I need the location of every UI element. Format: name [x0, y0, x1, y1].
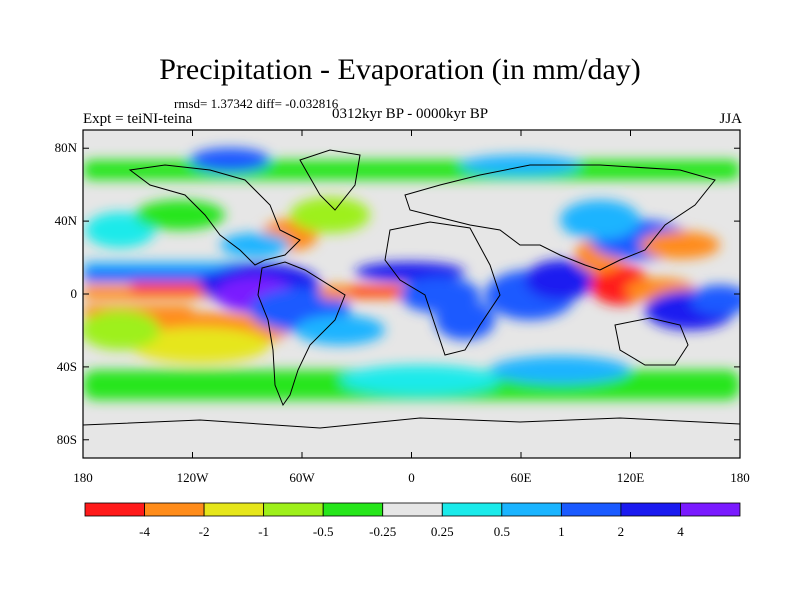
y-tick-label: 80S [57, 432, 77, 447]
colorbar-box [501, 502, 562, 517]
y-tick-label: 40S [57, 359, 77, 374]
coastline-africa [384, 221, 501, 356]
field-patch [295, 315, 385, 345]
field-patch [355, 262, 465, 282]
colorbar-label: 2 [618, 524, 625, 539]
period-subtitle: 0312kyr BP - 0000kyr BP [331, 106, 489, 122]
y-axis: 80N 40N 0 40S 80S [55, 140, 740, 447]
colorbar-box [144, 502, 205, 517]
coastline-north-america [128, 164, 301, 266]
field-patch [85, 212, 155, 248]
field-patch [130, 327, 270, 363]
x-tick-label: 180 [73, 470, 93, 485]
coastline-antarctica [83, 417, 740, 429]
field-patch [690, 285, 740, 315]
field-patch [560, 200, 640, 240]
field-patch [135, 200, 225, 230]
colorbar-box [560, 502, 622, 517]
field-patch [83, 262, 243, 270]
coastline-greenland [299, 149, 361, 211]
coastlines [83, 149, 740, 429]
field-patch [490, 356, 630, 384]
colorbar-box [680, 502, 741, 517]
field-patch [290, 197, 370, 233]
stats-line: rmsd= 1.37342 diff= -0.032816 [174, 96, 339, 111]
field-patch [460, 155, 580, 175]
field-patch [220, 233, 290, 257]
x-tick-label: 60E [511, 470, 532, 485]
colorbar: -4 -2 -1 -0.5 -0.25 0.25 0.5 1 2 4 [84, 502, 741, 539]
coastline-eurasia [404, 164, 716, 271]
colorbar-label: -0.5 [313, 524, 334, 539]
season-label: JJA [719, 111, 742, 127]
x-tick-label: 0 [408, 470, 415, 485]
colorbar-label: -1 [258, 524, 269, 539]
colorbar-box [441, 502, 503, 517]
colorbar-box [382, 502, 443, 517]
y-tick-label: 0 [71, 286, 78, 301]
colorbar-label: -2 [199, 524, 210, 539]
y-tick-label: 80N [55, 140, 78, 155]
chart-title: Precipitation - Evaporation (in mm/day) [159, 53, 641, 86]
x-tick-label: 120E [617, 470, 645, 485]
experiment-label: Expt = teiNI-teina [83, 111, 193, 127]
colorbar-label: 4 [677, 524, 684, 539]
colorbar-label: 0.5 [494, 524, 510, 539]
field-patch [640, 231, 720, 259]
field-patch [525, 260, 595, 300]
field-patch [435, 300, 495, 340]
coastline-australia [614, 317, 689, 366]
colorbar-box [322, 502, 384, 517]
colorbar-box [84, 502, 145, 517]
colorbar-label: -0.25 [369, 524, 396, 539]
field-patch [83, 160, 740, 180]
colorbar-box [263, 502, 324, 517]
x-tick-label: 120W [177, 470, 210, 485]
x-tick-label: 60W [289, 470, 315, 485]
colorbar-label: -4 [139, 524, 150, 539]
coastline-south-america [257, 261, 346, 407]
colorbar-label: 1 [558, 524, 565, 539]
pe-field [83, 148, 740, 400]
field-patch [83, 310, 160, 350]
field-patch [340, 365, 500, 395]
colorbar-label: 0.25 [431, 524, 454, 539]
colorbar-box [203, 502, 265, 517]
colorbar-box [620, 502, 681, 517]
y-tick-label: 40N [55, 213, 78, 228]
x-tick-label: 180 [730, 470, 750, 485]
field-patch [190, 148, 270, 172]
x-axis: 180 120W 60W 0 60E 120E 180 [73, 130, 750, 485]
